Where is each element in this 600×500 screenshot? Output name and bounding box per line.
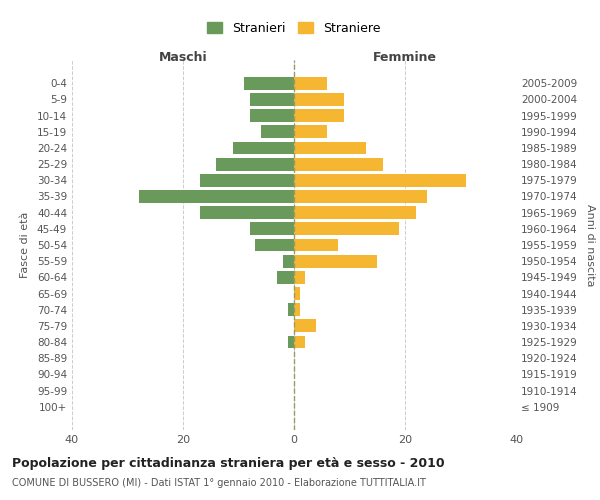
Bar — [139, 190, 294, 203]
Bar — [294, 303, 299, 316]
Text: COMUNE DI BUSSERO (MI) - Dati ISTAT 1° gennaio 2010 - Elaborazione TUTTITALIA.IT: COMUNE DI BUSSERO (MI) - Dati ISTAT 1° g… — [12, 478, 426, 488]
Bar — [250, 109, 294, 122]
Bar — [294, 142, 366, 154]
Legend: Stranieri, Straniere: Stranieri, Straniere — [203, 18, 385, 38]
Bar — [294, 222, 400, 235]
Bar — [233, 142, 294, 154]
Bar — [289, 303, 294, 316]
Y-axis label: Fasce di età: Fasce di età — [20, 212, 30, 278]
Bar — [200, 206, 294, 219]
Bar — [244, 77, 294, 90]
Bar — [289, 336, 294, 348]
Bar — [294, 336, 305, 348]
Y-axis label: Anni di nascita: Anni di nascita — [584, 204, 595, 286]
Bar — [250, 222, 294, 235]
Text: Femmine: Femmine — [373, 51, 437, 64]
Bar — [294, 271, 305, 284]
Bar — [294, 174, 466, 187]
Text: Popolazione per cittadinanza straniera per età e sesso - 2010: Popolazione per cittadinanza straniera p… — [12, 458, 445, 470]
Bar — [255, 238, 294, 252]
Bar — [216, 158, 294, 170]
Bar — [294, 109, 344, 122]
Bar — [294, 158, 383, 170]
Bar — [294, 93, 344, 106]
Bar — [277, 271, 294, 284]
Bar — [260, 126, 294, 138]
Bar — [294, 77, 328, 90]
Bar — [294, 238, 338, 252]
Bar — [250, 93, 294, 106]
Bar — [294, 206, 416, 219]
Bar — [294, 320, 316, 332]
Bar — [283, 254, 294, 268]
Bar — [294, 190, 427, 203]
Bar — [294, 287, 299, 300]
Bar — [200, 174, 294, 187]
Bar — [294, 254, 377, 268]
Text: Maschi: Maschi — [158, 51, 208, 64]
Bar — [294, 126, 328, 138]
